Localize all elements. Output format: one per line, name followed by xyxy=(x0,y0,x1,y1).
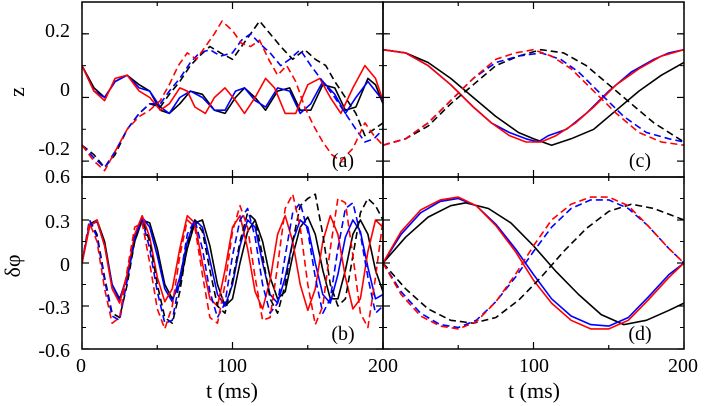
panel-c-series-red-dashed xyxy=(383,48,684,146)
panel-d-series-red-dashed xyxy=(383,196,684,330)
y-axis-label-z: z xyxy=(4,87,29,97)
bottom-ytick-label-1: 0.3 xyxy=(45,211,70,233)
panel-label-a: (a) xyxy=(332,150,354,172)
panel-a-plot xyxy=(82,20,383,172)
panel-a-series-black-solid xyxy=(82,65,383,115)
panel-b-series-blue-dashed xyxy=(82,202,383,324)
bottom-ytick-label-4: -0.6 xyxy=(38,340,70,362)
bottom-ytick-label-0: 0.6 xyxy=(45,166,70,188)
xtick-label-right-200: 200 xyxy=(668,355,698,377)
panel-a-series-red-dashed xyxy=(82,20,383,172)
tick-marks xyxy=(81,1,685,350)
panel-a-series-red-solid xyxy=(82,64,383,115)
bottom-ytick-label-2: 0 xyxy=(60,254,70,276)
series-layer xyxy=(82,20,684,330)
panel-d-plot xyxy=(383,196,684,330)
top-ytick-label-0: 0.2 xyxy=(45,20,70,42)
panel-b-series-red-dashed xyxy=(82,193,383,330)
panel-c-series-red-solid xyxy=(383,48,684,143)
panel-a-series-blue-dashed xyxy=(82,33,383,169)
panel-d-series-blue-dashed xyxy=(383,199,684,329)
panel-c-series-black-solid xyxy=(383,48,684,146)
panel-d-series-black-dashed xyxy=(383,203,684,324)
xtick-label-right-100: 100 xyxy=(519,355,549,377)
xtick-label-left-0: 0 xyxy=(76,355,86,377)
top-ytick-label-1: 0 xyxy=(60,79,70,101)
panel-b-plot xyxy=(82,193,383,330)
bottom-ytick-label-3: -0.3 xyxy=(38,297,70,319)
panel-c-series-blue-dashed xyxy=(383,52,684,146)
panel-d-series-red-solid xyxy=(383,196,684,330)
y-axis-label-dphi: δφ xyxy=(0,254,25,277)
panel-c-series-black-dashed xyxy=(383,48,684,146)
x-axis-label-right: t (ms) xyxy=(508,378,560,403)
panel-label-c: (c) xyxy=(629,150,651,172)
panel-a-series-blue-solid xyxy=(82,65,383,115)
panel-d-series-blue-solid xyxy=(383,197,684,327)
panel-c-series-blue-solid xyxy=(383,48,684,143)
panel-label-b: (b) xyxy=(331,323,354,345)
xtick-label-left-200: 200 xyxy=(368,355,398,377)
top-ytick-label-2: -0.2 xyxy=(38,138,70,160)
xtick-label-left-100: 100 xyxy=(217,355,247,377)
panel-c-plot xyxy=(383,48,684,146)
panel-b-series-black-dashed xyxy=(82,193,383,324)
panel-label-d: (d) xyxy=(628,323,651,345)
x-axis-label-left: t (ms) xyxy=(206,378,258,403)
